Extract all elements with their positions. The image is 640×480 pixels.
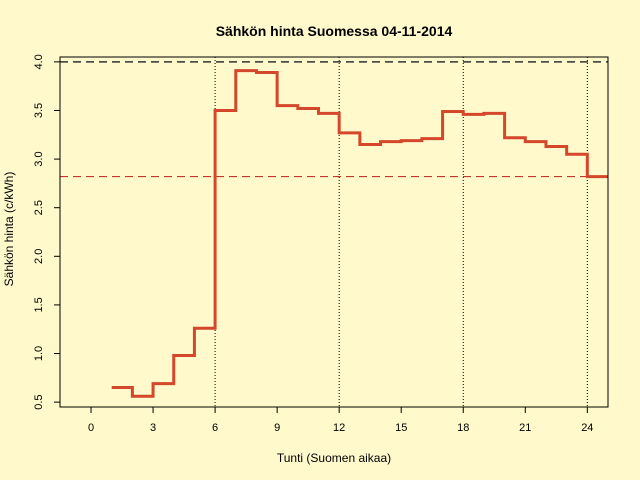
y-tick-label-6: 3.5: [33, 103, 45, 118]
x-tick-label-18: 18: [457, 422, 469, 434]
series-line-1: [111, 69, 608, 398]
x-tick-label-6: 6: [212, 422, 218, 434]
y-axis: 0.5 1.0 1.5 2.0 2.5 3.0 3.5 4.0: [33, 54, 60, 410]
y-tick-label-1: 1.0: [33, 346, 45, 361]
gridlines: [214, 57, 588, 407]
y-tick-label-4: 2.5: [33, 200, 45, 215]
plot-frame: [59, 56, 609, 408]
y-tick-label-2: 1.5: [33, 297, 45, 312]
x-tick-label-9: 9: [274, 422, 280, 434]
chart-title: Sähkön hinta Suomessa 04-11-2014: [216, 23, 453, 39]
x-tick-label-15: 15: [395, 422, 407, 434]
x-tick-label-24: 24: [581, 422, 593, 434]
y-tick-label-5: 3.0: [33, 151, 45, 166]
x-axis-label: Tunti (Suomen aikaa): [277, 451, 391, 465]
x-tick-label-21: 21: [519, 422, 531, 434]
x-tick-label-12: 12: [333, 422, 345, 434]
y-tick-label-0: 0.5: [33, 394, 45, 409]
x-tick-label-3: 3: [150, 422, 156, 434]
x-tick-label-0: 0: [88, 422, 94, 434]
y-axis-label: Sähkön hinta (c/kWh): [2, 172, 16, 287]
series-group: [111, 69, 608, 398]
x-axis: 0 3 6 9 12 15 18 21 24: [88, 407, 593, 434]
reference-lines: [60, 61, 608, 178]
y-tick-label-7: 4.0: [33, 54, 45, 69]
y-tick-label-3: 2.0: [33, 249, 45, 264]
